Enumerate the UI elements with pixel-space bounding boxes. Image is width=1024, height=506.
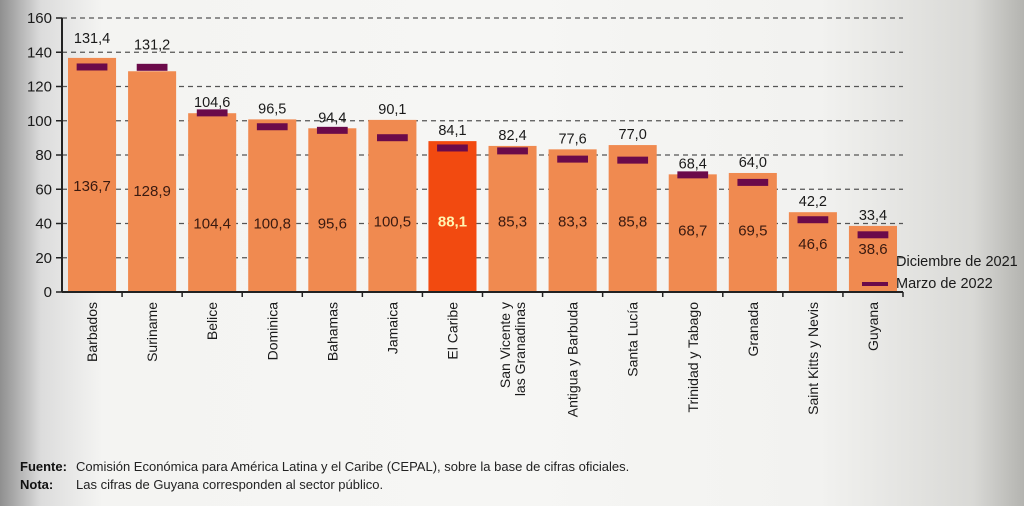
legend: Diciembre de 2021 Marzo de 2022 [862,251,1018,295]
y-tick-label: 80 [35,147,52,164]
legend-item-dec-2021: Diciembre de 2021 [862,251,1018,273]
marker-3 [256,123,288,131]
marker-value-label: 77,0 [619,127,647,143]
bar-value-label: 69,5 [738,222,767,239]
category-label: Guyana [865,302,881,351]
bar-0 [68,57,117,293]
legend-label: Diciembre de 2021 [896,254,1018,270]
bar-value-label: 100,5 [374,214,412,231]
axes: 0 20 40 60 80 100 120 140 160 Barbados Suriname Bel… [27,10,904,417]
marker-value-label: 131,2 [134,37,170,53]
marker-value-label: 94,4 [318,110,346,126]
category-label: Granada [745,302,761,357]
y-tick-label: 40 [35,216,52,233]
bar-value-label: 100,8 [253,216,291,233]
bar-9 [608,145,657,292]
bar-10 [668,174,717,292]
bar-1 [128,71,177,292]
marker-value-label: 33,4 [859,208,887,224]
y-tick-label: 0 [44,284,52,301]
chart-notes: Fuente: Comisión Económica para América … [20,458,629,494]
bar-value-label: 46,6 [798,236,827,253]
category-label: Barbados [84,302,100,362]
marker-1 [136,63,168,71]
bar-value-label: 83,3 [558,214,587,231]
bar-8 [548,149,597,292]
legend-item-mar-2022: Marzo de 2022 [862,273,1018,295]
bar-12 [788,212,837,292]
bar-2 [188,113,237,292]
y-tick-label: 20 [35,250,52,267]
category-label: Antigua y Barbuda [565,302,581,417]
marker-4 [316,126,348,134]
markers [76,63,889,239]
nota-key: Nota: [20,477,54,492]
category-label: Belice [204,302,220,340]
marker-value-label: 84,1 [438,123,466,139]
bar-value-label: 85,3 [498,214,527,231]
marker-value-label: 104,6 [194,95,230,111]
legend-swatch-bar-icon [862,254,888,270]
bar-value-label: 104,4 [193,216,231,233]
marker-11 [737,178,769,186]
bar-5 [368,119,417,292]
bar-value-label: 136,7 [73,178,111,195]
bar-value-label: 68,7 [678,222,707,239]
marker-12 [797,216,829,224]
marker-value-label: 96,5 [258,101,286,117]
bar-value-label: 95,6 [318,216,347,233]
category-label: Dominica [264,302,280,361]
category-label: Suriname [144,302,160,362]
marker-value-label: 90,1 [378,102,406,118]
category-label: Saint Kitts y Nevis [805,302,821,415]
bar-11 [728,172,777,292]
bar-7 [488,145,537,292]
bar-value-label: 88,1 [438,214,467,231]
bar-value-label: 85,8 [618,214,647,231]
marker-5 [377,134,408,142]
nota-text: Las cifras de Guyana corresponden al sec… [76,477,384,492]
category-label: Santa Lucía [625,302,641,377]
bar-value-label: 38,6 [858,241,887,258]
marker-value-label: 131,4 [74,31,110,47]
category-label: Bahamas [324,302,340,361]
category-label: Jamaica [384,302,400,354]
marker-value-label: 64,0 [739,155,767,171]
category-label: El Caribe [444,302,460,360]
marker-9 [617,156,649,164]
category-label: Trinidad y Tabago [685,302,701,413]
legend-label: Marzo de 2022 [896,276,993,292]
bar-4 [308,128,357,292]
y-tick-label: 140 [27,44,52,61]
y-tick-label: 60 [35,181,52,198]
source-text: Comisión Económica para América Latina y… [76,459,630,474]
marker-value-label: 77,6 [558,131,586,147]
marker-10 [677,171,709,179]
category-label: San Vicente y [497,302,513,388]
y-tick-label: 100 [27,113,52,130]
bar-3 [248,119,297,292]
marker-6 [437,144,468,152]
marker-0 [76,63,108,71]
marker-7 [497,147,528,155]
bar-value-label: 128,9 [133,183,171,200]
nota-note: Nota: Las cifras de Guyana corresponden … [20,476,629,494]
marker-value-label: 42,2 [799,194,827,210]
bar-6 [428,141,477,292]
bars [68,57,897,293]
marker-13 [857,231,889,239]
marker-8 [557,155,588,163]
legend-marker-line-icon [862,282,888,286]
source-key: Fuente: [20,459,67,474]
category-label: las Granadinas [512,302,528,396]
marker-2 [196,109,228,117]
y-tick-label: 160 [27,10,52,27]
marker-value-label: 82,4 [498,128,526,144]
marker-value-label: 68,4 [679,156,707,172]
y-tick-label: 120 [27,79,52,96]
source-note: Fuente: Comisión Económica para América … [20,458,629,476]
data-labels: 136,7 131,4 128,9 131,2 104,4 104,6 100,8 96,5 9… [73,31,887,258]
